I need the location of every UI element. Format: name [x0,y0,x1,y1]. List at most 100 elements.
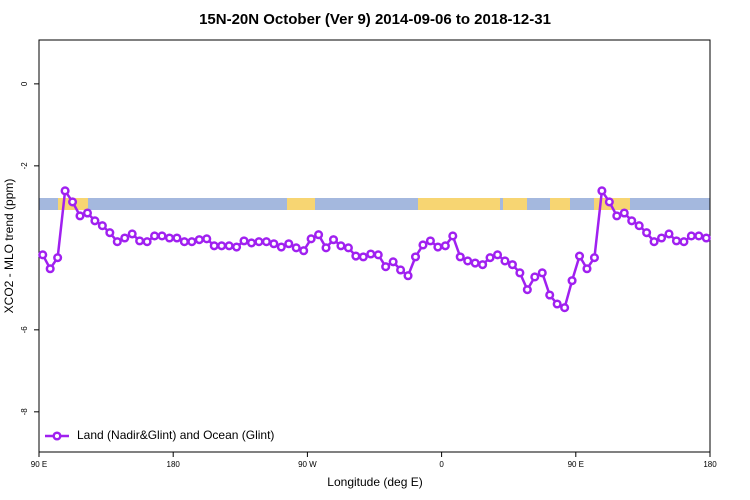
x-tick-label: 180 [703,460,717,469]
data-point [135,236,145,246]
x-tick-label: 180 [167,460,181,469]
data-point [202,234,212,244]
data-point [150,231,160,241]
legend-marker [52,431,62,441]
data-point [701,233,711,243]
x-tick-label: 90 W [298,460,317,469]
data-point [597,186,607,196]
data-point [90,216,100,226]
data-point [537,268,547,278]
data-point [425,236,435,246]
data-point [627,216,637,226]
data-point [321,243,331,253]
data-point [612,211,622,221]
data-point [567,276,577,286]
data-point [589,253,599,263]
data-point [470,258,480,268]
data-point [686,231,696,241]
data-point [328,235,339,245]
data-point [545,290,555,300]
data-point [574,251,585,261]
data-point [530,272,540,282]
x-tick-label: 0 [439,460,444,469]
data-point [157,231,167,241]
data-point [388,257,398,267]
data-point [433,242,443,252]
y-tick-label: -6 [20,326,29,334]
data-point [97,221,107,231]
data-point [306,234,316,244]
data-point [336,241,346,251]
data-point [120,233,130,243]
data-point [604,197,614,207]
data-point [68,197,78,207]
data-point [455,252,465,262]
data-point [172,233,182,243]
data-point [463,256,473,266]
chart-title: 15N-20N October (Ver 9) 2014-09-06 to 20… [199,11,551,28]
data-point [507,260,517,270]
data-point [448,231,458,241]
data-point [217,241,227,251]
data-point [314,230,324,240]
data-point [276,242,286,252]
data-point [194,235,204,245]
data-point [418,240,428,250]
data-point [560,303,570,313]
y-tick-label: 0 [20,81,29,86]
y-axis-label: XCO2 - MLO trend (ppm) [2,179,16,314]
data-point [619,208,629,218]
data-point [694,231,704,241]
data-point [112,237,122,247]
data-point [679,237,689,247]
data-point [232,242,242,252]
data-point [358,252,368,262]
data-point [671,236,682,246]
data-point [291,243,301,253]
data-point [381,262,391,272]
data-point [127,229,137,239]
data-point [187,237,197,247]
data-point [105,228,115,238]
data-point [269,239,279,249]
x-tick-label: 90 E [31,460,47,469]
data-point [656,233,667,243]
data-point [634,221,644,231]
data-point [478,260,488,270]
x-axis-label: Longitude (deg E) [327,475,422,489]
data-point [343,243,353,253]
data-point [552,299,562,309]
data-point [642,228,652,238]
y-tick-label: -8 [20,408,29,416]
data-point [582,264,592,274]
data-point [515,268,525,278]
data-point [500,256,510,266]
data-point [179,237,189,247]
data-point [45,264,55,274]
data-point [254,237,264,247]
x-tick-label: 90 E [568,460,584,469]
data-point [373,250,383,260]
data-point [261,237,271,247]
data-point [246,238,257,248]
data-point [299,246,309,256]
data-point [485,253,495,263]
data-point [410,252,421,262]
data-point [492,250,503,260]
data-point [53,253,63,263]
data-point [440,241,450,251]
data-point [75,211,85,221]
data-point [224,241,234,251]
legend-label: Land (Nadir&Glint) and Ocean (Glint) [77,428,274,442]
data-point [649,237,659,247]
plot-frame [38,39,711,453]
data-point [396,265,406,275]
data-point [164,233,175,243]
data-point [209,241,219,251]
data-point [403,271,413,281]
data-point [82,208,93,218]
data-point [366,249,376,259]
data-point [38,250,48,260]
data-point [351,251,361,261]
